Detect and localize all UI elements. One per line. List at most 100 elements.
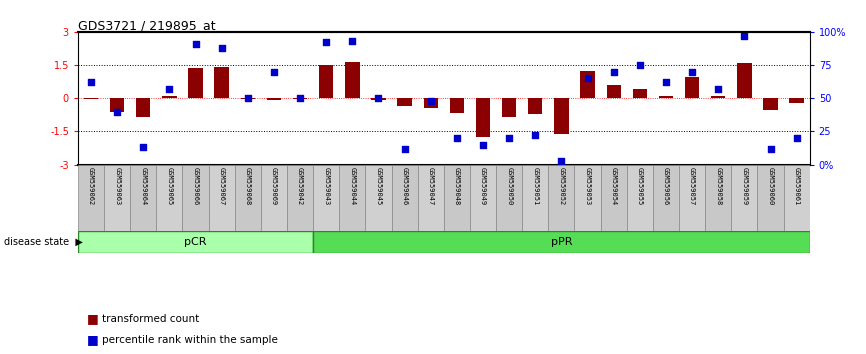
Bar bbox=[528, 98, 542, 114]
Bar bbox=[790, 98, 804, 103]
Bar bbox=[496, 165, 522, 231]
Bar bbox=[606, 85, 621, 98]
Text: GSM559064: GSM559064 bbox=[140, 167, 146, 205]
Bar bbox=[267, 98, 281, 101]
Bar bbox=[78, 231, 313, 253]
Point bbox=[711, 86, 725, 92]
Bar bbox=[136, 98, 151, 117]
Point bbox=[372, 96, 385, 101]
Point bbox=[423, 98, 437, 104]
Bar bbox=[209, 165, 235, 231]
Text: GSM559051: GSM559051 bbox=[533, 167, 539, 205]
Bar bbox=[574, 165, 601, 231]
Bar bbox=[784, 165, 810, 231]
Point bbox=[528, 133, 542, 138]
Point bbox=[450, 135, 464, 141]
Bar bbox=[601, 165, 627, 231]
Text: percentile rank within the sample: percentile rank within the sample bbox=[102, 335, 278, 345]
Bar bbox=[162, 96, 177, 98]
Bar bbox=[78, 165, 104, 231]
Text: GSM559053: GSM559053 bbox=[585, 167, 591, 205]
Bar bbox=[189, 68, 203, 98]
Text: GSM559067: GSM559067 bbox=[219, 167, 224, 205]
Text: GSM559065: GSM559065 bbox=[166, 167, 172, 205]
Text: GSM559043: GSM559043 bbox=[323, 167, 329, 205]
Bar bbox=[365, 165, 391, 231]
Text: GSM559046: GSM559046 bbox=[402, 167, 408, 205]
Text: GSM559049: GSM559049 bbox=[480, 167, 486, 205]
Point bbox=[163, 86, 177, 92]
Point bbox=[607, 69, 621, 75]
Bar bbox=[449, 98, 464, 113]
Bar bbox=[554, 98, 569, 134]
Text: GSM559050: GSM559050 bbox=[506, 167, 512, 205]
Point bbox=[84, 80, 98, 85]
Bar bbox=[580, 70, 595, 98]
Bar bbox=[758, 165, 784, 231]
Point bbox=[189, 41, 203, 47]
Bar bbox=[502, 98, 516, 117]
Text: GSM559063: GSM559063 bbox=[114, 167, 120, 205]
Bar bbox=[84, 98, 98, 99]
Bar bbox=[319, 65, 333, 98]
Bar bbox=[339, 165, 365, 231]
Text: GSM559056: GSM559056 bbox=[663, 167, 669, 205]
Bar bbox=[737, 63, 752, 98]
Text: GSM559042: GSM559042 bbox=[297, 167, 303, 205]
Bar bbox=[346, 62, 359, 98]
Text: pCR: pCR bbox=[184, 237, 207, 247]
Text: GSM559044: GSM559044 bbox=[349, 167, 355, 205]
Text: GSM559055: GSM559055 bbox=[637, 167, 643, 205]
Bar bbox=[443, 165, 470, 231]
Bar bbox=[522, 165, 548, 231]
Text: GSM559061: GSM559061 bbox=[793, 167, 799, 205]
Bar bbox=[685, 77, 699, 98]
Bar bbox=[653, 165, 679, 231]
Point bbox=[110, 109, 124, 114]
Bar bbox=[731, 165, 758, 231]
Point bbox=[397, 146, 411, 152]
Text: GSM559052: GSM559052 bbox=[559, 167, 565, 205]
Point bbox=[241, 96, 255, 101]
Text: GSM559059: GSM559059 bbox=[741, 167, 747, 205]
Bar bbox=[763, 98, 778, 110]
Text: GSM559069: GSM559069 bbox=[271, 167, 277, 205]
Text: GSM559066: GSM559066 bbox=[192, 167, 198, 205]
Bar bbox=[391, 165, 417, 231]
Bar bbox=[104, 165, 130, 231]
Point bbox=[738, 33, 752, 39]
Bar bbox=[705, 165, 731, 231]
Bar bbox=[372, 98, 385, 101]
Text: pPR: pPR bbox=[551, 237, 572, 247]
Text: GSM559054: GSM559054 bbox=[611, 167, 617, 205]
Point bbox=[502, 135, 516, 141]
Point bbox=[346, 38, 359, 44]
Bar bbox=[183, 165, 209, 231]
Text: GSM559068: GSM559068 bbox=[245, 167, 251, 205]
Bar bbox=[293, 98, 307, 99]
Bar bbox=[711, 96, 726, 98]
Text: GSM559057: GSM559057 bbox=[689, 167, 695, 205]
Point bbox=[267, 69, 281, 75]
Bar bbox=[235, 165, 261, 231]
Bar bbox=[423, 98, 438, 108]
Point bbox=[764, 146, 778, 152]
Text: GSM559047: GSM559047 bbox=[428, 167, 434, 205]
Bar bbox=[627, 165, 653, 231]
Point bbox=[136, 144, 150, 150]
Text: GSM559058: GSM559058 bbox=[715, 167, 721, 205]
Bar bbox=[287, 165, 313, 231]
Point bbox=[659, 80, 673, 85]
Bar bbox=[475, 98, 490, 137]
Bar bbox=[261, 165, 287, 231]
Bar bbox=[157, 165, 183, 231]
Bar bbox=[679, 165, 705, 231]
Bar bbox=[470, 165, 496, 231]
Bar bbox=[215, 67, 229, 98]
Point bbox=[790, 135, 804, 141]
Point bbox=[215, 45, 229, 51]
Point bbox=[580, 75, 594, 81]
Text: GDS3721 / 219895_at: GDS3721 / 219895_at bbox=[78, 19, 216, 32]
Point bbox=[554, 158, 568, 164]
Text: ■: ■ bbox=[87, 312, 99, 325]
